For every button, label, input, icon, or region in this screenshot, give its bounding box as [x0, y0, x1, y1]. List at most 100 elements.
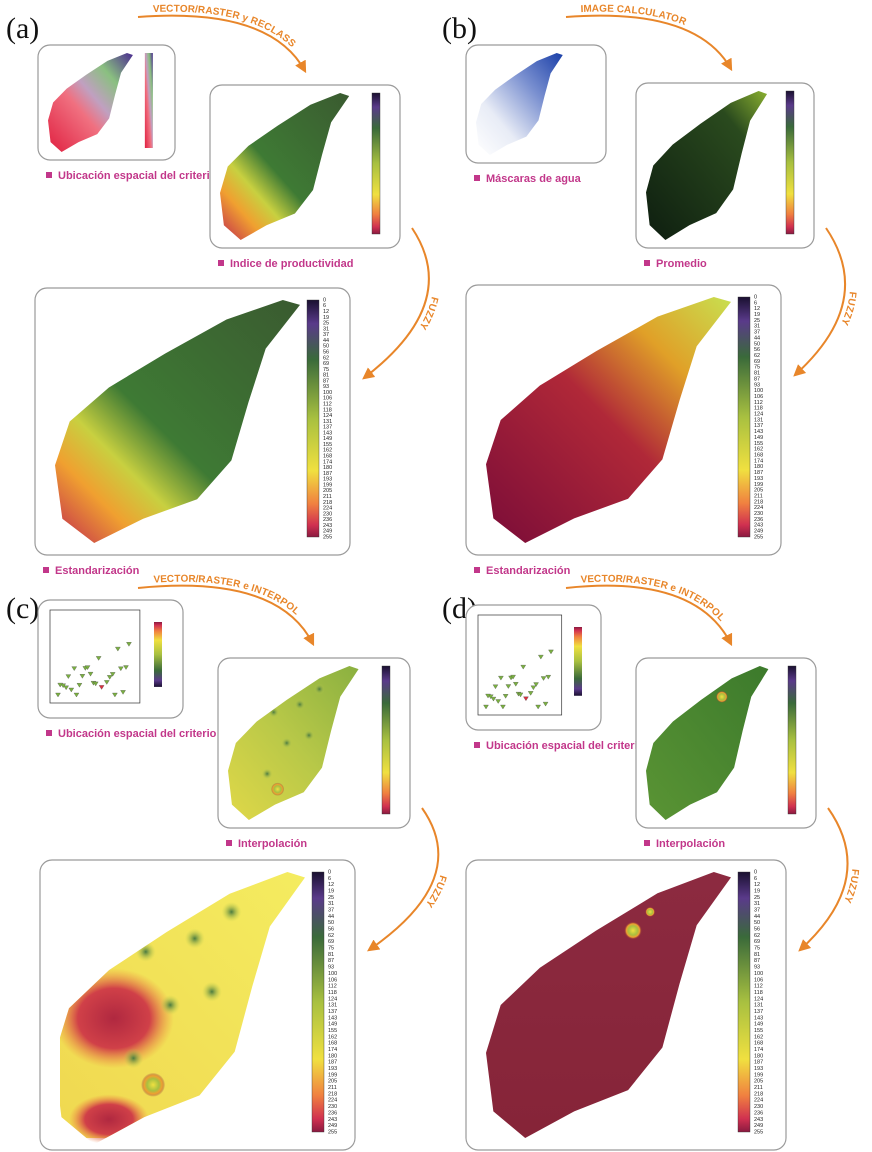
arrow-label-text: VECTOR/RASTER e INTERPOL — [580, 574, 726, 624]
caption-bullet — [43, 567, 49, 573]
colorbar-label: 19 — [328, 888, 334, 894]
colorbar-label: 37 — [328, 908, 334, 914]
caption: Interpolación — [656, 838, 725, 850]
colorbar-label: 100 — [754, 971, 763, 977]
colorbar-label: 149 — [328, 1022, 337, 1028]
colorbar-label: 155 — [754, 1028, 763, 1034]
caption: Estandarización — [486, 565, 571, 577]
panel: (b)Máscaras de aguaPromedioEstandarizaci… — [442, 4, 858, 577]
colorbar-label: 193 — [754, 1066, 763, 1072]
colorbar-label: 193 — [328, 1066, 337, 1072]
colorbar-label: 112 — [328, 984, 337, 990]
colorbar-label: 187 — [328, 1060, 337, 1066]
colorbar-label: 174 — [754, 1047, 763, 1053]
arrow-label-text: VECTOR/RASTER y RECLASS — [153, 4, 298, 50]
colorbar-label: 25 — [754, 895, 760, 901]
colorbar-label: 112 — [754, 984, 763, 990]
caption-bullet — [46, 172, 52, 178]
panel-letter: (c) — [6, 592, 39, 625]
colorbar — [788, 666, 796, 814]
colorbar-label: 211 — [754, 1085, 763, 1091]
colorbar-label: 50 — [754, 920, 760, 926]
caption: Interpolación — [238, 838, 307, 850]
colorbar-label: 218 — [328, 1091, 337, 1097]
panel-letter: (b) — [442, 12, 477, 45]
caption: Promedio — [656, 258, 707, 270]
arrow — [800, 808, 848, 950]
colorbar-label: 168 — [754, 1041, 763, 1047]
arrow-label: VECTOR/RASTER e INTERPOL — [580, 574, 726, 624]
colorbar-label: 230 — [328, 1104, 337, 1110]
colorbar-label: 62 — [754, 933, 760, 939]
colorbar-label: 31 — [328, 901, 334, 907]
caption-bullet — [46, 730, 52, 736]
colorbar-label: 93 — [754, 965, 760, 971]
colorbar-label: 0 — [754, 869, 757, 875]
caption: Ubicación espacial del criterio — [58, 170, 217, 182]
panel-letter: (a) — [6, 12, 39, 45]
colorbar-label: 56 — [328, 927, 334, 933]
map-blob — [262, 768, 273, 779]
map-blob — [303, 730, 314, 741]
caption-bullet — [474, 175, 480, 181]
caption: Estandarización — [55, 565, 140, 577]
legend-swatches — [145, 53, 153, 148]
colorbar-label: 131 — [328, 1003, 337, 1009]
colorbar-label: 6 — [754, 876, 757, 882]
arrow-label: FUZZY — [423, 874, 448, 910]
arrow-label-text: FUZZY — [423, 874, 448, 910]
colorbar-label: 205 — [328, 1079, 337, 1085]
colorbar-label: 37 — [754, 908, 760, 914]
colorbar-label: 205 — [754, 1079, 763, 1085]
colorbar-label: 249 — [754, 1123, 763, 1129]
caption: Ubicación espacial del criterio — [58, 728, 217, 740]
colorbar-label: 255 — [754, 534, 763, 540]
colorbar-label: 124 — [328, 996, 337, 1002]
colorbar-label: 137 — [328, 1009, 337, 1015]
colorbar — [738, 297, 750, 537]
colorbar-label: 31 — [754, 901, 760, 907]
colorbar-label: 81 — [754, 952, 760, 958]
colorbar-label: 19 — [754, 888, 760, 894]
colorbar-label: 149 — [754, 1022, 763, 1028]
colorbar-label: 6 — [328, 876, 331, 882]
colorbar — [307, 300, 319, 537]
arrow — [795, 228, 845, 375]
colorbar-label: 100 — [328, 971, 337, 977]
map-blob — [294, 699, 305, 710]
caption-bullet — [218, 260, 224, 266]
colorbar-label: 131 — [754, 1003, 763, 1009]
map-blob — [716, 691, 728, 703]
colorbar-label: 211 — [328, 1085, 337, 1091]
panel: (d)Ubicación espacial del criterioInterp… — [442, 574, 860, 1152]
colorbar-label: 249 — [328, 1123, 337, 1129]
colorbar-label: 44 — [754, 914, 760, 920]
colorbar-label: 180 — [328, 1053, 337, 1059]
caption-bullet — [644, 260, 650, 266]
panel: (c) Ubicación espacial del criterio Interp… — [6, 574, 448, 1152]
colorbar-label: 106 — [328, 977, 337, 983]
colorbar-label: 255 — [754, 1129, 763, 1135]
colorbar-label: 162 — [754, 1034, 763, 1040]
colorbar-label: 12 — [754, 882, 760, 888]
arrow — [369, 808, 438, 950]
colorbar — [154, 622, 162, 687]
colorbar-label: 69 — [754, 939, 760, 945]
colorbar-label: 75 — [328, 946, 334, 952]
colorbar-label: 255 — [323, 534, 332, 540]
map-blob — [185, 929, 205, 949]
colorbar-label: 236 — [754, 1110, 763, 1116]
map-blob — [160, 995, 180, 1015]
colorbar-label: 230 — [754, 1104, 763, 1110]
colorbar-label: 174 — [328, 1047, 337, 1053]
colorbar — [786, 91, 794, 234]
colorbar-label: 87 — [328, 958, 334, 964]
colorbar-label: 25 — [328, 895, 334, 901]
colorbar — [372, 93, 380, 234]
colorbar-label: 87 — [754, 958, 760, 964]
map-blob — [271, 783, 284, 796]
colorbar-label: 143 — [754, 1015, 763, 1021]
colorbar-label: 50 — [328, 920, 334, 926]
colorbar-label: 56 — [754, 927, 760, 933]
map-blob — [141, 1073, 165, 1097]
